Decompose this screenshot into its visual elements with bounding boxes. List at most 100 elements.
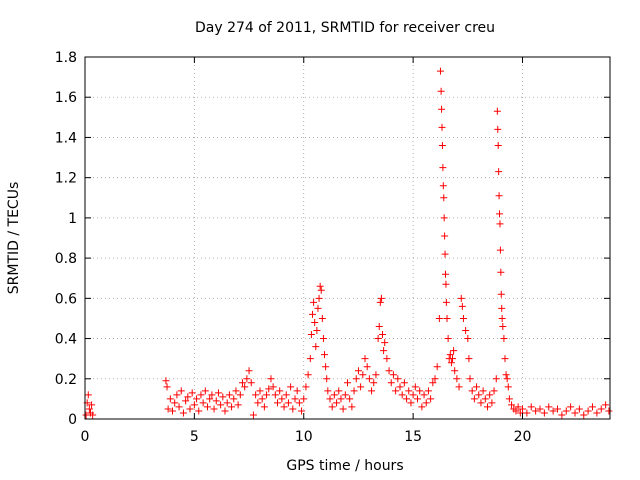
data-point bbox=[562, 407, 570, 415]
data-point bbox=[481, 395, 489, 403]
data-point bbox=[252, 391, 260, 399]
data-point bbox=[488, 399, 496, 407]
data-point bbox=[274, 399, 281, 407]
data-point bbox=[438, 141, 446, 149]
data-point bbox=[381, 339, 389, 347]
data-point bbox=[403, 395, 411, 403]
data-point bbox=[370, 379, 378, 387]
data-point bbox=[282, 391, 290, 399]
y-tick-label: 1.6 bbox=[55, 90, 77, 106]
data-point bbox=[245, 367, 253, 375]
y-tick-label: 1.4 bbox=[55, 130, 77, 146]
data-point bbox=[293, 387, 301, 395]
y-tick-label: 0.2 bbox=[55, 372, 77, 388]
data-point bbox=[310, 298, 318, 306]
y-tick-label: 0 bbox=[68, 412, 77, 428]
data-point bbox=[398, 391, 406, 399]
data-point bbox=[335, 387, 343, 395]
grid bbox=[85, 57, 610, 419]
data-point bbox=[225, 391, 233, 399]
data-point bbox=[201, 387, 209, 395]
data-point bbox=[232, 387, 240, 395]
data-point bbox=[267, 375, 275, 383]
data-point bbox=[85, 405, 93, 413]
data-point bbox=[357, 383, 365, 391]
data-point bbox=[263, 391, 271, 399]
data-point bbox=[243, 375, 251, 383]
data-point bbox=[451, 367, 459, 375]
data-point bbox=[501, 355, 509, 363]
data-point bbox=[166, 395, 174, 403]
data-point bbox=[169, 407, 176, 415]
data-point bbox=[256, 387, 264, 395]
data-point bbox=[379, 331, 386, 339]
data-point bbox=[199, 399, 207, 407]
data-point bbox=[363, 363, 371, 371]
data-point bbox=[258, 395, 266, 403]
data-point bbox=[414, 395, 421, 403]
data-point bbox=[490, 387, 498, 395]
data-point bbox=[442, 270, 449, 278]
data-point bbox=[499, 322, 507, 330]
data-point bbox=[438, 105, 446, 113]
data-point bbox=[162, 377, 170, 385]
data-point bbox=[495, 168, 503, 176]
data-point bbox=[84, 391, 92, 399]
data-point bbox=[383, 355, 391, 363]
data-point bbox=[341, 391, 349, 399]
data-point bbox=[468, 387, 476, 395]
data-point bbox=[465, 355, 473, 363]
data-point bbox=[497, 290, 505, 298]
data-point bbox=[276, 387, 284, 395]
data-point bbox=[330, 391, 338, 399]
data-point bbox=[508, 401, 516, 409]
data-point bbox=[307, 331, 315, 339]
data-point bbox=[344, 379, 351, 387]
data-point bbox=[503, 375, 511, 383]
data-point bbox=[493, 107, 501, 115]
data-point bbox=[346, 395, 354, 403]
data-point bbox=[376, 298, 384, 306]
data-point bbox=[234, 401, 242, 409]
data-point bbox=[450, 347, 458, 355]
data-point bbox=[175, 403, 183, 411]
y-tick-label: 1.2 bbox=[55, 171, 77, 187]
data-point bbox=[453, 375, 461, 383]
data-point bbox=[549, 407, 557, 415]
data-point bbox=[571, 409, 579, 417]
data-point bbox=[164, 405, 172, 413]
x-tick-label: 0 bbox=[81, 429, 90, 445]
data-point bbox=[498, 304, 506, 312]
data-point bbox=[494, 141, 502, 149]
data-point bbox=[443, 314, 451, 322]
data-point bbox=[442, 298, 450, 306]
data-point bbox=[458, 302, 466, 310]
data-point bbox=[326, 395, 334, 403]
data-point bbox=[532, 407, 540, 415]
data-point bbox=[484, 403, 491, 411]
data-point bbox=[389, 371, 397, 379]
data-point bbox=[287, 383, 295, 391]
data-point bbox=[260, 403, 268, 411]
data-point bbox=[597, 405, 605, 413]
data-point bbox=[177, 387, 185, 395]
data-point bbox=[317, 286, 325, 294]
data-point bbox=[433, 363, 441, 371]
data-point bbox=[241, 383, 249, 391]
data-point bbox=[523, 409, 531, 417]
data-point bbox=[455, 383, 463, 391]
data-point bbox=[457, 294, 465, 302]
data-point bbox=[221, 407, 229, 415]
data-point bbox=[396, 383, 404, 391]
data-point bbox=[400, 379, 408, 387]
data-point bbox=[186, 405, 194, 413]
data-point bbox=[479, 387, 487, 395]
data-point bbox=[439, 164, 447, 172]
data-point bbox=[190, 401, 198, 409]
data-point bbox=[359, 371, 367, 379]
data-point bbox=[291, 395, 299, 403]
data-point bbox=[228, 403, 236, 411]
data-point bbox=[442, 280, 450, 288]
data-point bbox=[309, 310, 316, 318]
data-point bbox=[321, 351, 329, 359]
